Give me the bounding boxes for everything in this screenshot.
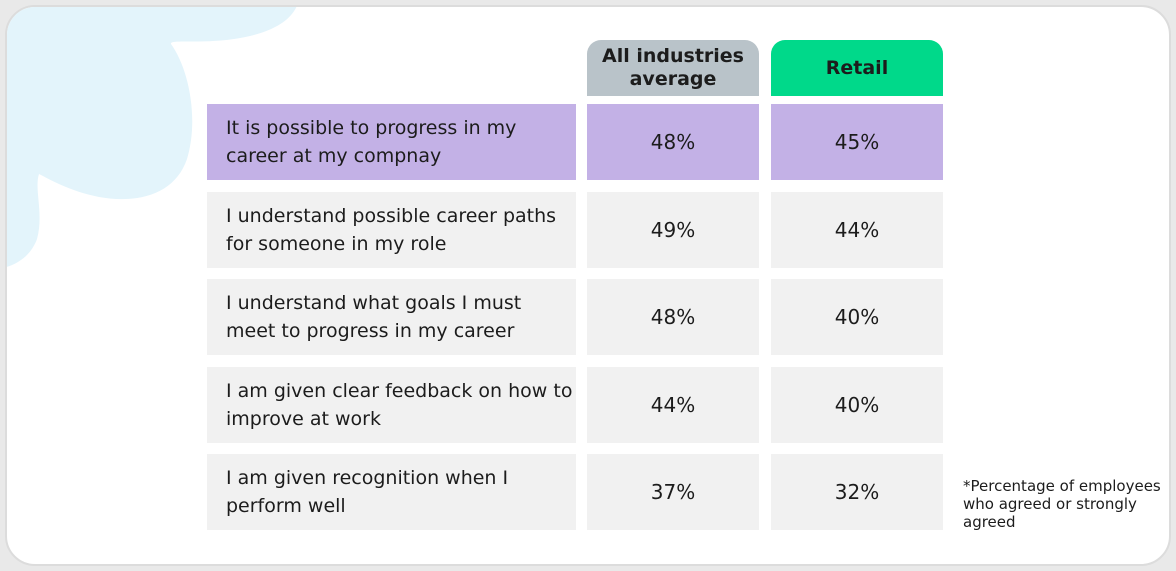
row-label: I understand what goals I must meet to p… <box>207 279 576 355</box>
table-row: I am given recognition when I perform we… <box>207 454 943 530</box>
value-all-industries-average: 44% <box>587 367 759 443</box>
footnote: *Percentage of employees who agreed or s… <box>963 477 1161 531</box>
decorative-blob-icon <box>7 7 297 267</box>
table-row: I understand what goals I must meet to p… <box>207 279 943 355</box>
header-all-industries-average: All industries average <box>587 40 759 96</box>
value-all-industries-average: 37% <box>587 454 759 530</box>
header-retail: Retail <box>771 40 943 96</box>
row-label: I am given clear feedback on how to impr… <box>207 367 576 443</box>
value-retail: 45% <box>771 104 943 180</box>
row-label: I am given recognition when I perform we… <box>207 454 576 530</box>
table-row: I understand possible career paths for s… <box>207 192 943 268</box>
value-retail: 44% <box>771 192 943 268</box>
survey-table-card: All industries average Retail It is poss… <box>5 5 1171 566</box>
row-label: I understand possible career paths for s… <box>207 192 576 268</box>
value-all-industries-average: 48% <box>587 104 759 180</box>
value-retail: 40% <box>771 367 943 443</box>
value-all-industries-average: 48% <box>587 279 759 355</box>
table-row: It is possible to progress in my career … <box>207 104 943 180</box>
value-all-industries-average: 49% <box>587 192 759 268</box>
row-label: It is possible to progress in my career … <box>207 104 576 180</box>
value-retail: 32% <box>771 454 943 530</box>
table-row: I am given clear feedback on how to impr… <box>207 367 943 443</box>
value-retail: 40% <box>771 279 943 355</box>
